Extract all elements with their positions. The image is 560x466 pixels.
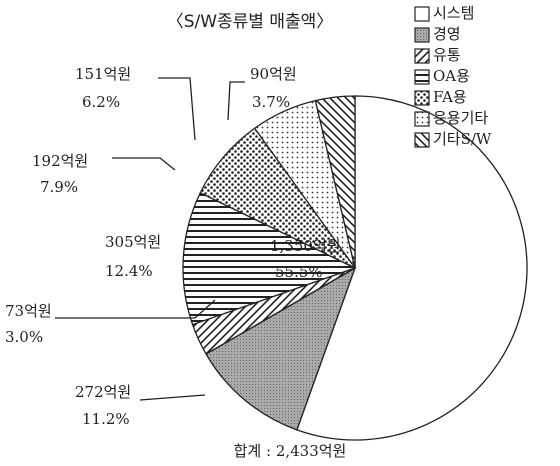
percent-label: 12.4%: [105, 262, 153, 280]
value-label: 305억원: [105, 233, 161, 251]
percent-label: 7.9%: [40, 178, 78, 196]
percent-label: 11.2%: [82, 410, 130, 428]
legend-swatch: [414, 111, 430, 127]
legend-swatch: [414, 132, 430, 148]
total-label: 합계 : 2,433억원: [234, 442, 347, 460]
leader-line: [112, 157, 176, 171]
percent-label: 55.5%: [275, 263, 323, 281]
leader-line: [139, 394, 206, 401]
pie-slice: [205, 266, 357, 431]
legend-swatch: [414, 6, 430, 22]
legend-label: 경영: [433, 25, 461, 43]
value-label: 73억원: [5, 302, 52, 320]
value-label: 1,350억원: [270, 237, 341, 255]
legend-label: 시스템: [433, 4, 474, 22]
percent-label: 3.7%: [252, 93, 290, 111]
leader-line: [55, 299, 216, 319]
value-label: 272억원: [75, 383, 131, 401]
legend-swatch: [414, 69, 430, 85]
legend-label: 응용기타: [433, 109, 488, 127]
legend-label: FA용: [433, 88, 467, 106]
legend-swatch: [414, 27, 430, 43]
legend-label: OA용: [433, 67, 470, 85]
value-label: 151억원: [75, 65, 131, 83]
legend-label: 유통: [433, 46, 461, 64]
leader-line: [158, 77, 196, 141]
pie-slice: [182, 191, 357, 326]
legend-swatch: [414, 48, 430, 64]
pie-slice: [296, 95, 528, 441]
value-label: 90억원: [250, 65, 297, 83]
percent-label: 3.0%: [5, 328, 43, 346]
legend-label: 기타S/W: [433, 130, 492, 148]
label-background: [102, 232, 182, 276]
percent-label: 6.2%: [82, 93, 120, 111]
pie-slice: [314, 95, 356, 269]
leader-line: [227, 81, 245, 121]
value-label: 192억원: [32, 152, 88, 170]
chart-title: 〈S/W종류별 매출액〉: [167, 12, 334, 32]
legend-swatch: [414, 90, 430, 106]
